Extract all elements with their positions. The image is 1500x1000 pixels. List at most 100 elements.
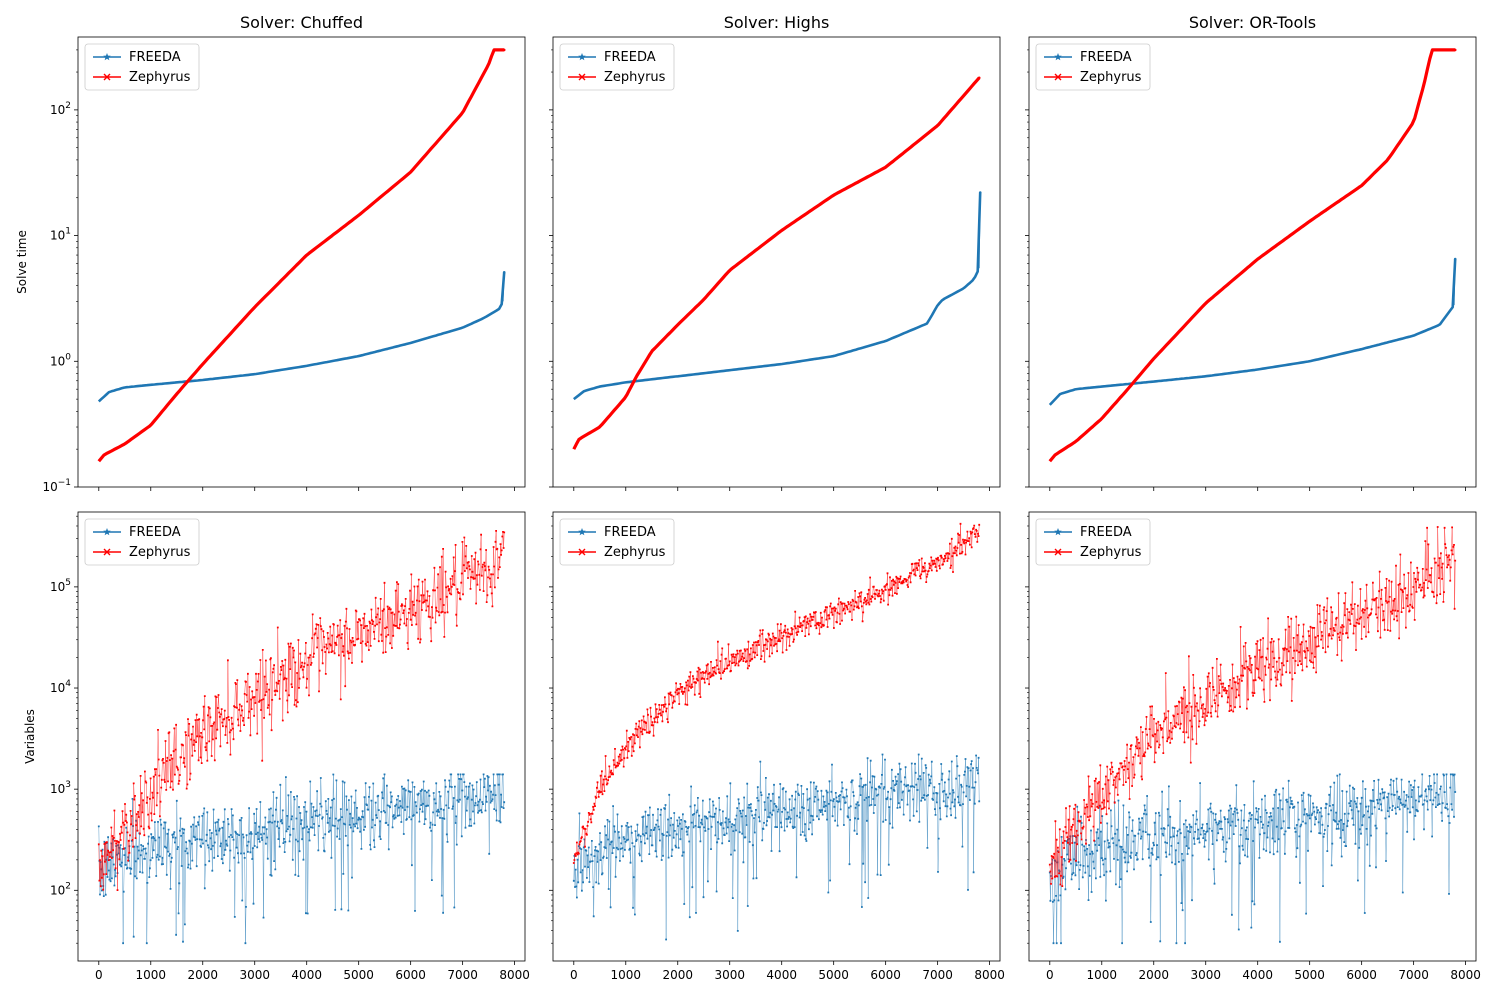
x-tick-label: 8000 (1450, 968, 1481, 982)
y-axis-label: Solve time (15, 230, 29, 294)
zephyrus-series-line (1048, 48, 1456, 463)
legend-x-marker (578, 73, 586, 81)
legend-x-marker (103, 73, 111, 81)
axes-frame (552, 36, 1001, 488)
y-tick-label: 100 (50, 352, 71, 368)
freeda-series-line (1048, 259, 1457, 406)
freeda-series-tail (1453, 259, 1456, 306)
legend-label: FREEDA (1080, 525, 1132, 540)
freeda-series-tail (978, 192, 981, 269)
legend-x-marker (103, 548, 111, 556)
legend-label: Zephyrus (129, 70, 191, 85)
freeda-series-point (502, 271, 506, 274)
legend-star-marker (103, 53, 111, 61)
zephyrus-series-points (572, 522, 981, 864)
legend: FREEDA Zephyrus (84, 43, 200, 91)
axes-frame (1028, 511, 1477, 962)
legend-label: FREEDA (129, 525, 181, 540)
legend-star-marker (1054, 528, 1062, 536)
zephyrus-series-line (572, 76, 981, 450)
legend-star-marker (578, 528, 586, 536)
plot-area (572, 522, 981, 941)
legend-star-marker (1054, 53, 1062, 61)
zephyrus-series-point (1453, 48, 1457, 52)
zephyrus-series-points (1048, 526, 1457, 887)
y-axis-label: Variables (23, 709, 37, 764)
subplot: 0 1000 2000 3000 4000 5000 6000 7000 8000 FREEDA Z… (1025, 511, 1481, 982)
subplot: 0 1000 2000 3000 4000 5000 6000 7000 8000 FREEDA Z… (549, 511, 1005, 982)
axes-frame (552, 511, 1001, 962)
x-tick-label: 1000 (610, 968, 641, 982)
legend: FREEDA Zephyrus (559, 43, 675, 91)
subplot: 10−1 100 101 102 Solve time FREEDA Zephyrus (15, 36, 526, 494)
freeda-series-line (1049, 773, 1456, 944)
x-tick-label: 3000 (239, 968, 270, 982)
y-tick-label: 102 (50, 101, 71, 117)
subplot: FREEDA Zephyrus (549, 36, 1001, 491)
legend-star-marker (103, 528, 111, 536)
x-tick-label: 7000 (447, 968, 478, 982)
x-tick-label: 6000 (395, 968, 426, 982)
legend-box (84, 43, 200, 91)
legend-label: FREEDA (604, 525, 656, 540)
freeda-series-point (978, 191, 982, 194)
freeda-series-points (97, 773, 506, 945)
freeda-series-line (97, 272, 506, 403)
x-tick-label: 4000 (1242, 968, 1273, 982)
x-tick-label: 4000 (766, 968, 797, 982)
x-tick-label: 4000 (291, 968, 322, 982)
plot-area (572, 76, 982, 450)
y-tick-label: 10−1 (42, 478, 71, 494)
legend-x-marker (1054, 73, 1062, 81)
x-tick-label: 3000 (714, 968, 745, 982)
x-tick-label: 1000 (1086, 968, 1117, 982)
axes-frame (1028, 36, 1477, 488)
x-tick-label: 6000 (870, 968, 901, 982)
freeda-series-points (572, 753, 981, 941)
legend: FREEDA Zephyrus (84, 518, 200, 566)
x-tick-label: 1000 (135, 968, 166, 982)
y-tick-label: 105 (50, 578, 71, 594)
zephyrus-series-points (97, 530, 506, 891)
legend-x-marker (578, 548, 586, 556)
legend-label: FREEDA (129, 50, 181, 65)
freeda-series-tail (502, 272, 505, 302)
plot-area (97, 48, 506, 463)
legend-box (559, 43, 675, 91)
plot-area (1048, 526, 1457, 945)
panel-title: Solver: Highs (724, 13, 830, 32)
y-tick-label: 104 (50, 679, 71, 695)
zephyrus-series-point (977, 76, 981, 80)
x-tick-label: 2000 (187, 968, 218, 982)
legend-label: Zephyrus (1080, 545, 1142, 560)
subplot: FREEDA Zephyrus (1025, 36, 1477, 491)
zephyrus-series-line (97, 48, 505, 463)
x-tick-label: 7000 (922, 968, 953, 982)
legend-label: Zephyrus (1080, 70, 1142, 85)
legend: FREEDA Zephyrus (1035, 518, 1151, 566)
y-tick-label: 101 (50, 227, 71, 243)
plot-area (1048, 48, 1457, 463)
axes-frame (77, 511, 526, 962)
x-tick-label: 2000 (1138, 968, 1169, 982)
freeda-series-point (1453, 257, 1457, 261)
x-tick-label: 0 (570, 968, 578, 982)
x-tick-label: 5000 (1294, 968, 1325, 982)
x-tick-label: 0 (95, 968, 103, 982)
legend-label: FREEDA (604, 50, 656, 65)
panel-title: Solver: Chuffed (240, 13, 363, 32)
axes-frame (77, 36, 526, 488)
subplot: 102 103 104 105 0 1000 2000 3000 4000 5000 6000 700… (23, 511, 530, 982)
legend-box (84, 518, 200, 566)
x-tick-label: 6000 (1346, 968, 1377, 982)
legend-label: Zephyrus (604, 70, 666, 85)
legend-star-marker (578, 53, 586, 61)
x-tick-label: 3000 (1190, 968, 1221, 982)
x-tick-label: 7000 (1398, 968, 1429, 982)
x-tick-label: 5000 (343, 968, 374, 982)
legend: FREEDA Zephyrus (559, 518, 675, 566)
y-tick-label: 103 (50, 780, 71, 796)
legend-box (1035, 518, 1151, 566)
x-tick-label: 2000 (662, 968, 693, 982)
